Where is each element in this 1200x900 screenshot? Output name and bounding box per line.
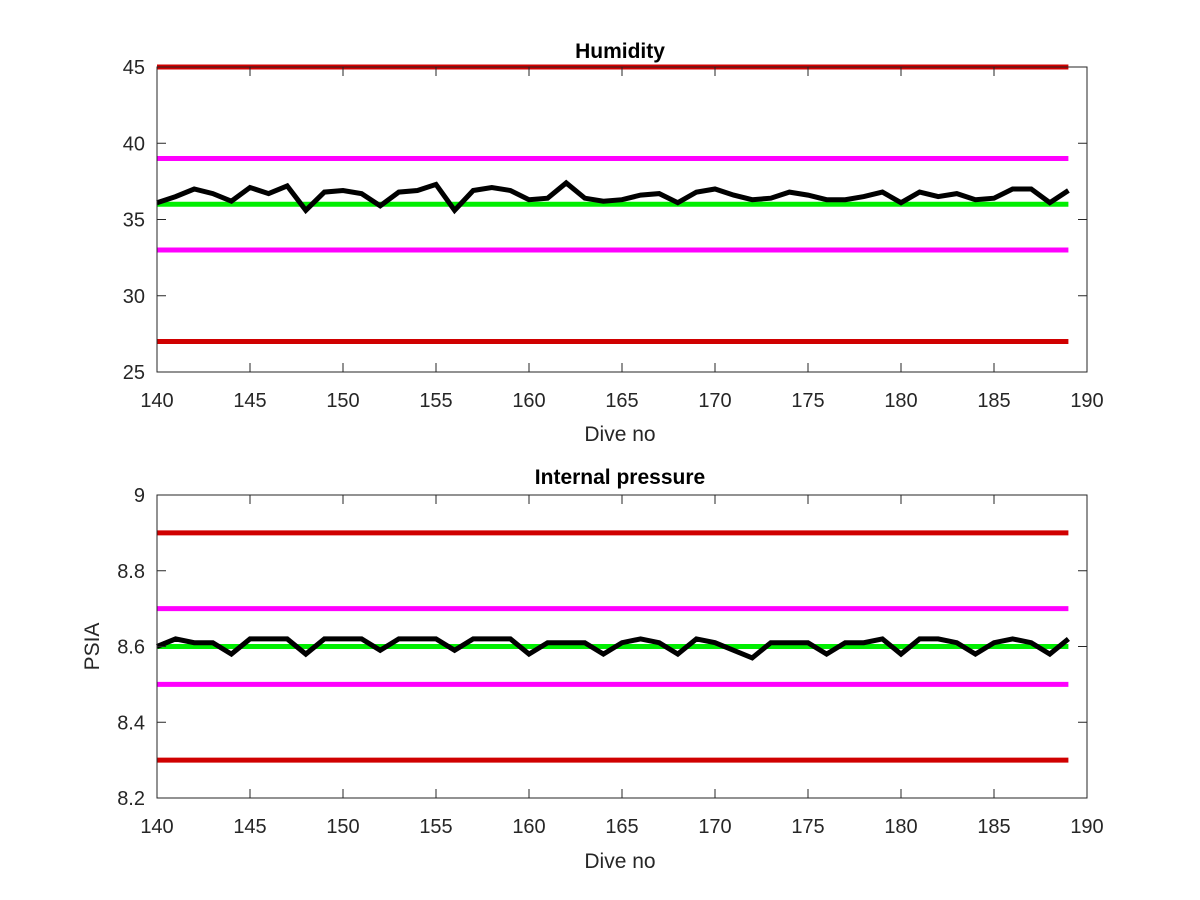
humidity-x-axis-label: Dive no bbox=[584, 423, 655, 446]
internal-pressure-x-tick-label-1: 145 bbox=[233, 816, 266, 838]
humidity-x-tick-label-9: 185 bbox=[977, 390, 1010, 412]
internal-pressure-x-tick-label-9: 185 bbox=[977, 816, 1010, 838]
humidity-x-tick-label-4: 160 bbox=[512, 390, 545, 412]
humidity-y-tick-label-1: 30 bbox=[123, 286, 145, 308]
humidity-y-tick-label-2: 35 bbox=[123, 210, 145, 232]
humidity-y-tick-label-3: 40 bbox=[123, 133, 145, 155]
internal-pressure-y-tick-label-3: 8.8 bbox=[117, 561, 145, 583]
humidity-x-tick-label-6: 170 bbox=[698, 390, 731, 412]
humidity-x-tick-label-7: 175 bbox=[791, 390, 824, 412]
internal-pressure-x-tick-label-2: 150 bbox=[326, 816, 359, 838]
internal-pressure-x-tick-label-0: 140 bbox=[140, 816, 173, 838]
humidity-x-tick-label-3: 155 bbox=[419, 390, 452, 412]
humidity-x-tick-label-2: 150 bbox=[326, 390, 359, 412]
humidity-title: Humidity bbox=[575, 40, 665, 63]
internal-pressure-y-tick-label-2: 8.6 bbox=[117, 637, 145, 659]
internal-pressure-x-tick-label-3: 155 bbox=[419, 816, 452, 838]
internal-pressure-x-tick-label-10: 190 bbox=[1070, 816, 1103, 838]
internal-pressure-subplot: Internal pressure 140 145 150 155 160 165 170 1… bbox=[81, 466, 1104, 873]
internal-pressure-x-tick-label-6: 170 bbox=[698, 816, 731, 838]
humidity-x-tick-label-10: 190 bbox=[1070, 390, 1103, 412]
humidity-x-tick-label-1: 145 bbox=[233, 390, 266, 412]
internal-pressure-x-tick-label-5: 165 bbox=[605, 816, 638, 838]
internal-pressure-series-line-0 bbox=[156, 636, 1070, 661]
internal-pressure-x-tick-label-7: 175 bbox=[791, 816, 824, 838]
internal-pressure-x-tick-label-4: 160 bbox=[512, 816, 545, 838]
humidity-x-tick-label-8: 180 bbox=[884, 390, 917, 412]
internal-pressure-x-tick-label-8: 180 bbox=[884, 816, 917, 838]
internal-pressure-x-axis-label: Dive no bbox=[584, 850, 655, 873]
humidity-series-line-0 bbox=[156, 179, 1070, 215]
internal-pressure-y-tick-label-0: 8.2 bbox=[117, 788, 145, 810]
internal-pressure-y-axis-label: PSIA bbox=[81, 623, 104, 671]
humidity-ticks-layer: 140 145 150 155 160 165 170 175 180 185 190 25 30 35 4… bbox=[123, 57, 1104, 412]
humidity-x-tick-label-0: 140 bbox=[140, 390, 173, 412]
humidity-subplot: Humidity 140 145 150 155 160 165 170 175 180 185 1… bbox=[123, 40, 1104, 446]
humidity-y-tick-label-4: 45 bbox=[123, 57, 145, 79]
internal-pressure-ticks-layer: 140 145 150 155 160 165 170 175 180 185 190 8.2 8.4 8… bbox=[117, 485, 1104, 838]
internal-pressure-y-tick-label-4: 9 bbox=[134, 485, 145, 507]
internal-pressure-title: Internal pressure bbox=[535, 466, 705, 489]
internal-pressure-series-layer bbox=[156, 530, 1070, 763]
internal-pressure-y-tick-label-1: 8.4 bbox=[117, 712, 145, 734]
humidity-y-tick-label-0: 25 bbox=[123, 362, 145, 384]
humidity-x-tick-label-5: 165 bbox=[605, 390, 638, 412]
